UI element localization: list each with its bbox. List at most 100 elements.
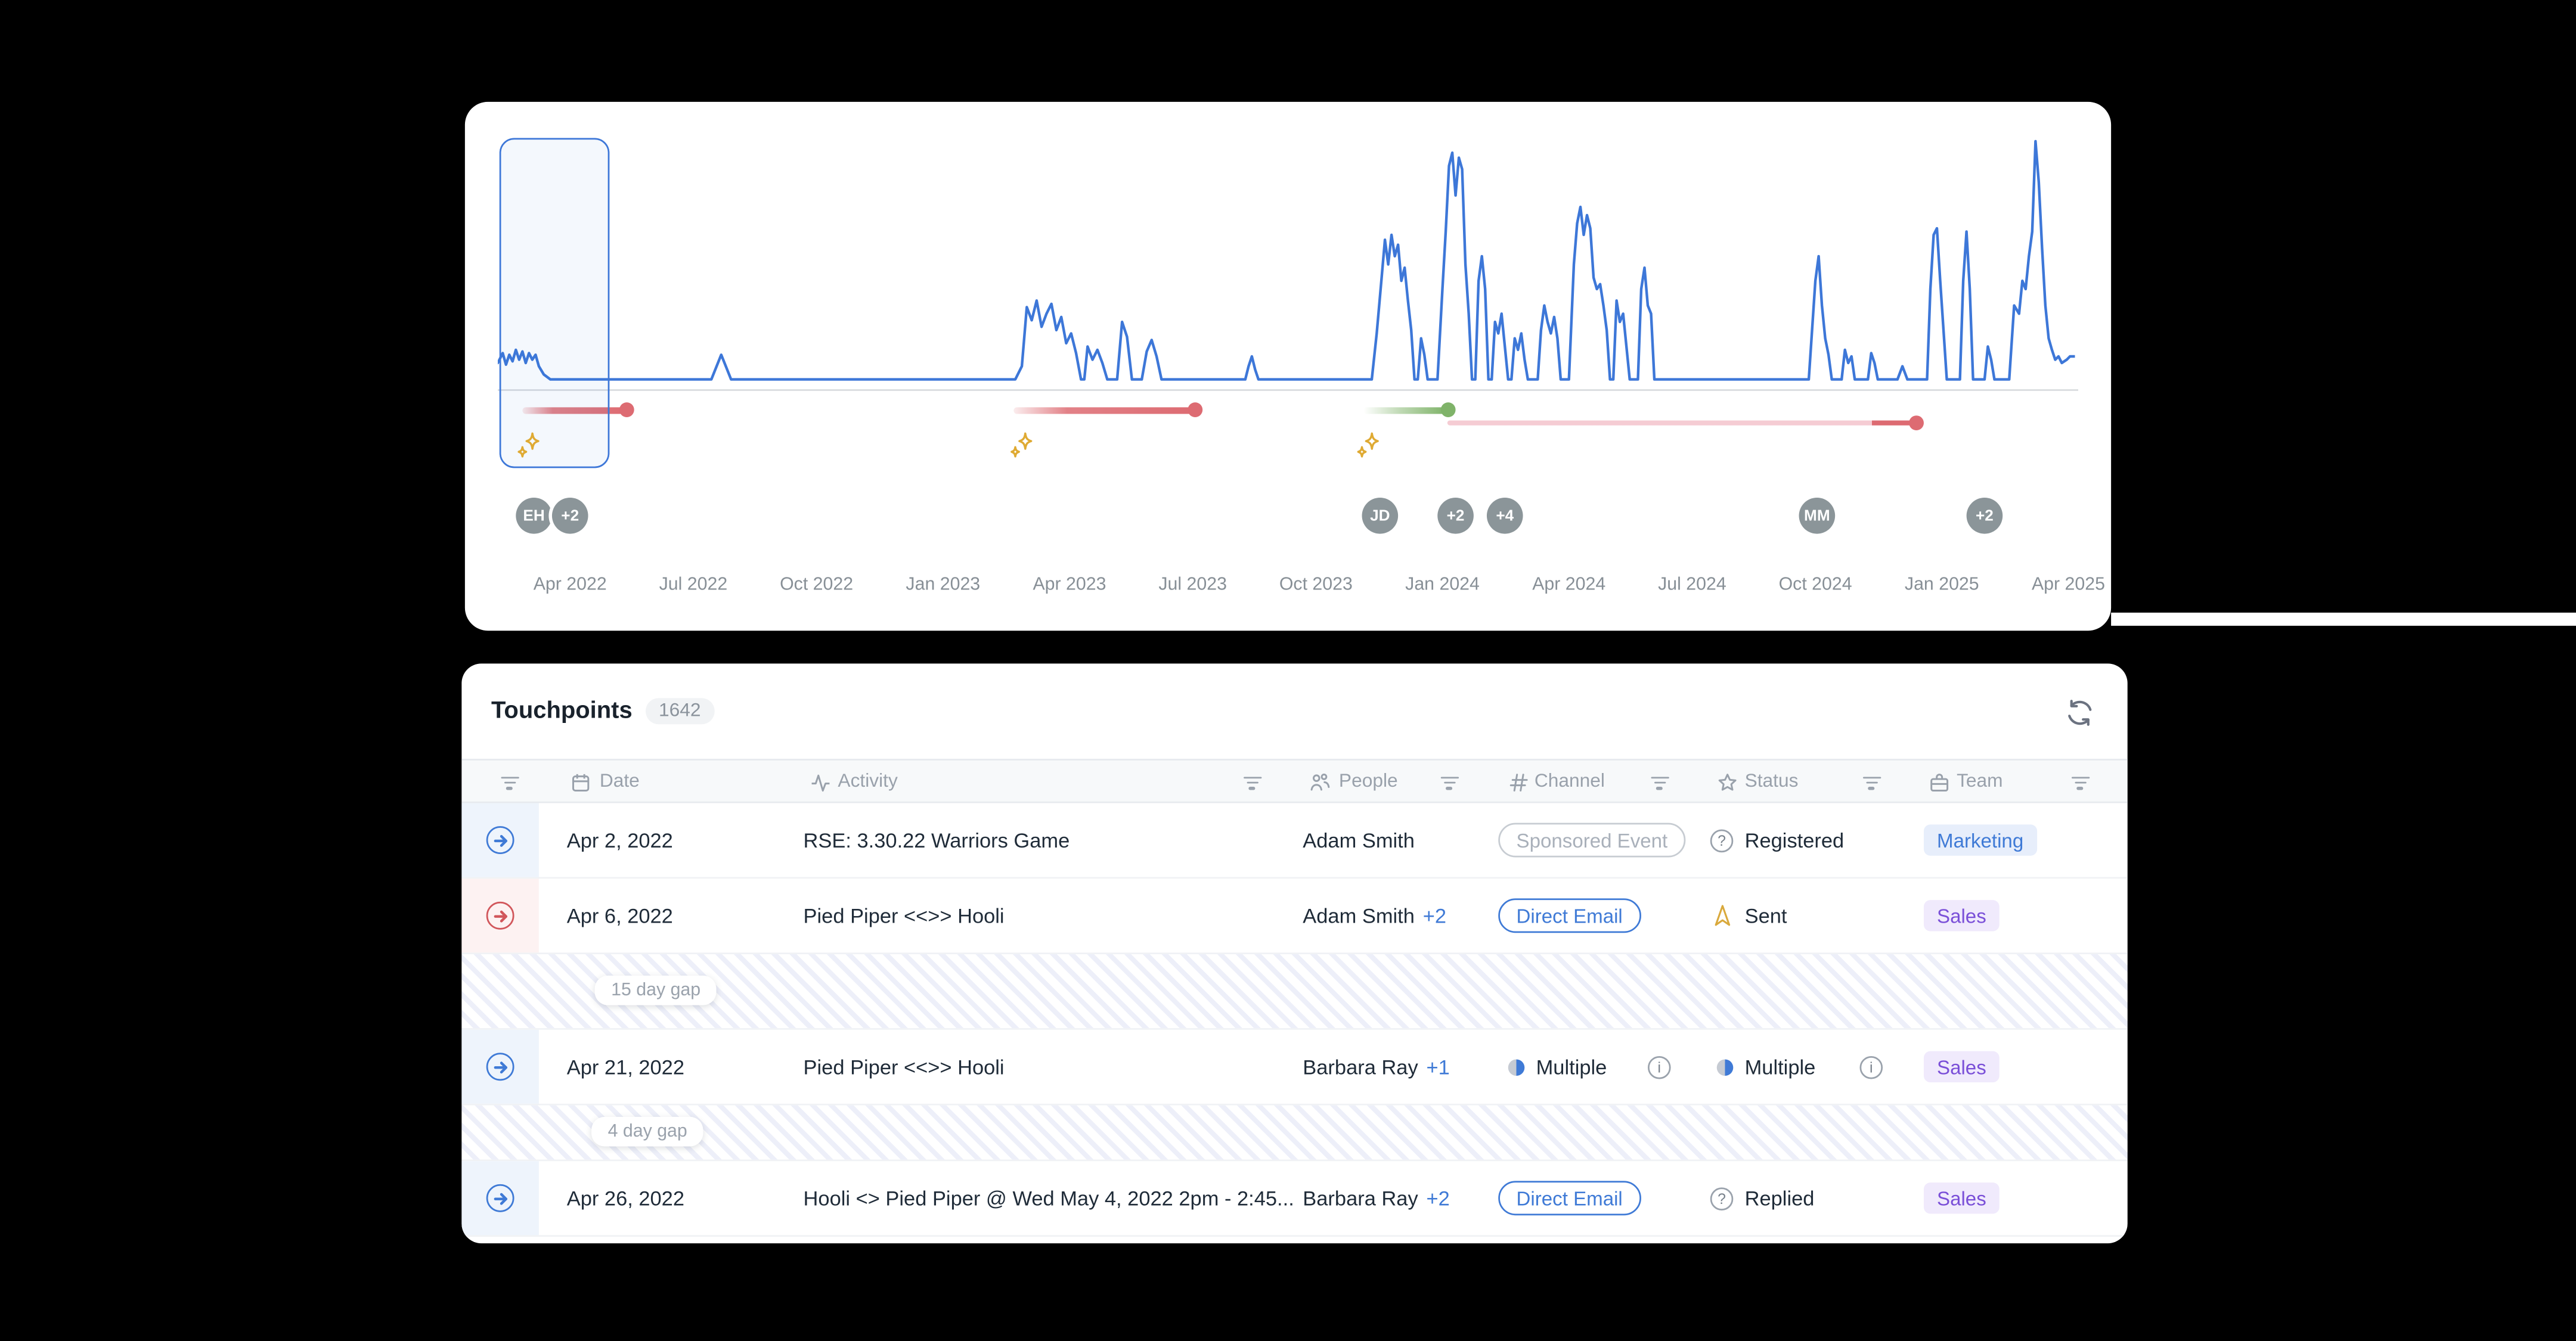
- activity-line-chart-svg: [497, 139, 2075, 381]
- page-title: Touchpoints: [491, 698, 633, 725]
- open-row-arrow-icon[interactable]: [486, 901, 514, 930]
- cell-people: Barbara Ray +1: [1303, 1055, 1450, 1079]
- avatar[interactable]: +2: [1437, 497, 1474, 534]
- people-extra-count[interactable]: +2: [1422, 904, 1447, 927]
- row-accent-cell: [461, 1161, 539, 1236]
- filter-icon[interactable]: [2068, 774, 2091, 793]
- activity-pulse-icon: [810, 772, 832, 793]
- team-badge: Sales: [1923, 1182, 2000, 1214]
- cell-channel: Multiple: [1508, 1030, 1607, 1104]
- pink-marker-dot: [1909, 415, 1924, 431]
- column-header-people[interactable]: People: [1338, 772, 1398, 792]
- red-duration-marker[interactable]: [1013, 407, 1193, 414]
- cell-status: ? Replied: [1710, 1161, 1814, 1235]
- calendar-icon: [570, 772, 591, 793]
- open-row-arrow-icon[interactable]: [486, 826, 514, 854]
- channel-pill: Direct Email: [1498, 898, 1641, 933]
- filter-icon[interactable]: [1648, 774, 1671, 793]
- open-row-arrow-icon[interactable]: [486, 1053, 514, 1081]
- gap-label: 15 day gap: [594, 975, 717, 1005]
- filter-icon[interactable]: [1241, 774, 1264, 793]
- x-axis-tick: Apr 2022: [533, 575, 607, 595]
- cell-activity: RSE: 3.30.22 Warriors Game: [803, 828, 1070, 852]
- activity-line-chart: [497, 138, 2075, 381]
- gap-row: 15 day gap: [461, 954, 2128, 1030]
- avatar[interactable]: +2: [551, 497, 588, 534]
- window-edge-streak: [2111, 612, 2576, 626]
- refresh-icon[interactable]: [2065, 698, 2095, 728]
- sparkles-icon: [513, 429, 545, 461]
- sparkles-icon: [1352, 429, 1385, 461]
- team-badge: Marketing: [1923, 824, 2037, 856]
- x-axis-tick: Apr 2025: [2031, 575, 2106, 595]
- touchpoints-header: Touchpoints 1642: [461, 663, 2127, 759]
- avatar[interactable]: +2: [1966, 497, 2003, 534]
- avatar[interactable]: EH: [516, 497, 552, 534]
- table-row[interactable]: Apr 6, 2022 Pied Piper <<>> Hooli Adam S…: [461, 879, 2128, 955]
- cell-people: Barbara Ray +2: [1303, 1187, 1450, 1210]
- red-marker-dot: [619, 402, 634, 417]
- count-badge: 1642: [646, 698, 714, 725]
- filter-icon[interactable]: [1859, 774, 1883, 793]
- table-row[interactable]: Apr 26, 2022 Hooli <> Pied Piper @ Wed M…: [461, 1161, 2128, 1237]
- x-axis-tick: Jan 2025: [1904, 575, 1979, 595]
- red-duration-marker[interactable]: [522, 407, 625, 414]
- cell-channel: Direct Email: [1498, 879, 1641, 952]
- x-axis-tick: Jul 2024: [1658, 575, 1726, 595]
- filter-icon[interactable]: [1437, 774, 1461, 793]
- cell-team: Sales: [1923, 1030, 2000, 1104]
- hash-icon: [1508, 772, 1530, 793]
- timeline-card: EH +2 JD +2 +4 MM +2 Apr 2022 Jul 2022 Oct 2022 J…: [464, 101, 2112, 631]
- column-header-team[interactable]: Team: [1957, 772, 2003, 792]
- x-axis-tick: Oct 2022: [780, 575, 854, 595]
- info-circle-icon[interactable]: i: [1648, 1056, 1671, 1079]
- row-accent-cell: [461, 879, 539, 953]
- team-badge: Sales: [1923, 1051, 2000, 1083]
- column-header-date[interactable]: Date: [599, 772, 640, 792]
- people-icon: [1309, 772, 1331, 793]
- red-marker-dot: [1188, 402, 1203, 417]
- cell-date: Apr 21, 2022: [566, 1055, 685, 1079]
- green-duration-marker[interactable]: [1363, 407, 1446, 414]
- table-row[interactable]: Apr 2, 2022 RSE: 3.30.22 Warriors Game A…: [461, 803, 2128, 879]
- cell-team: Sales: [1923, 879, 2000, 952]
- question-circle-icon: ?: [1710, 1187, 1734, 1210]
- multiple-values-icon: [1508, 1058, 1525, 1075]
- x-axis-tick: Oct 2023: [1279, 575, 1353, 595]
- send-icon: [1710, 904, 1735, 928]
- people-extra-count[interactable]: +1: [1426, 1055, 1450, 1079]
- cell-team: Sales: [1923, 1161, 2000, 1235]
- cell-channel: Direct Email: [1498, 1161, 1641, 1235]
- row-accent-cell: [461, 803, 539, 877]
- cell-date: Apr 6, 2022: [566, 904, 673, 927]
- touchpoints-card: Touchpoints 1642 Date Activity: [461, 663, 2128, 1244]
- multiple-values-icon: [1716, 1058, 1734, 1075]
- x-axis-tick: Apr 2023: [1033, 575, 1106, 595]
- people-extra-count[interactable]: +2: [1426, 1187, 1450, 1210]
- x-axis-tick: Jul 2022: [659, 575, 728, 595]
- pink-duration-marker[interactable]: [1447, 420, 1914, 426]
- table-header-row: Date Activity People Channel Status: [461, 759, 2128, 803]
- info-circle-icon[interactable]: i: [1859, 1056, 1883, 1079]
- x-axis-tick: Jan 2024: [1405, 575, 1480, 595]
- cell-team: Marketing: [1923, 803, 2037, 877]
- avatar[interactable]: MM: [1799, 497, 1836, 534]
- column-header-channel[interactable]: Channel: [1534, 772, 1605, 792]
- chart-baseline-divider: [497, 389, 2079, 391]
- sparkles-icon: [1006, 429, 1039, 461]
- avatar[interactable]: JD: [1362, 497, 1399, 534]
- gap-label: 4 day gap: [591, 1116, 704, 1147]
- column-header-status[interactable]: Status: [1744, 772, 1799, 792]
- open-row-arrow-icon[interactable]: [486, 1184, 514, 1212]
- cell-status: Sent: [1710, 879, 1787, 952]
- briefcase-icon: [1929, 772, 1950, 793]
- filter-icon[interactable]: [498, 774, 521, 793]
- x-axis-tick: Jan 2023: [906, 575, 981, 595]
- cell-status: ? Registered: [1710, 803, 1844, 877]
- timeline-selection-rect[interactable]: [499, 138, 610, 468]
- column-header-activity[interactable]: Activity: [838, 772, 898, 792]
- cell-activity: Pied Piper <<>> Hooli: [803, 904, 1005, 927]
- table-row[interactable]: Apr 21, 2022 Pied Piper <<>> Hooli Barba…: [461, 1029, 2128, 1106]
- avatar[interactable]: +4: [1486, 497, 1523, 534]
